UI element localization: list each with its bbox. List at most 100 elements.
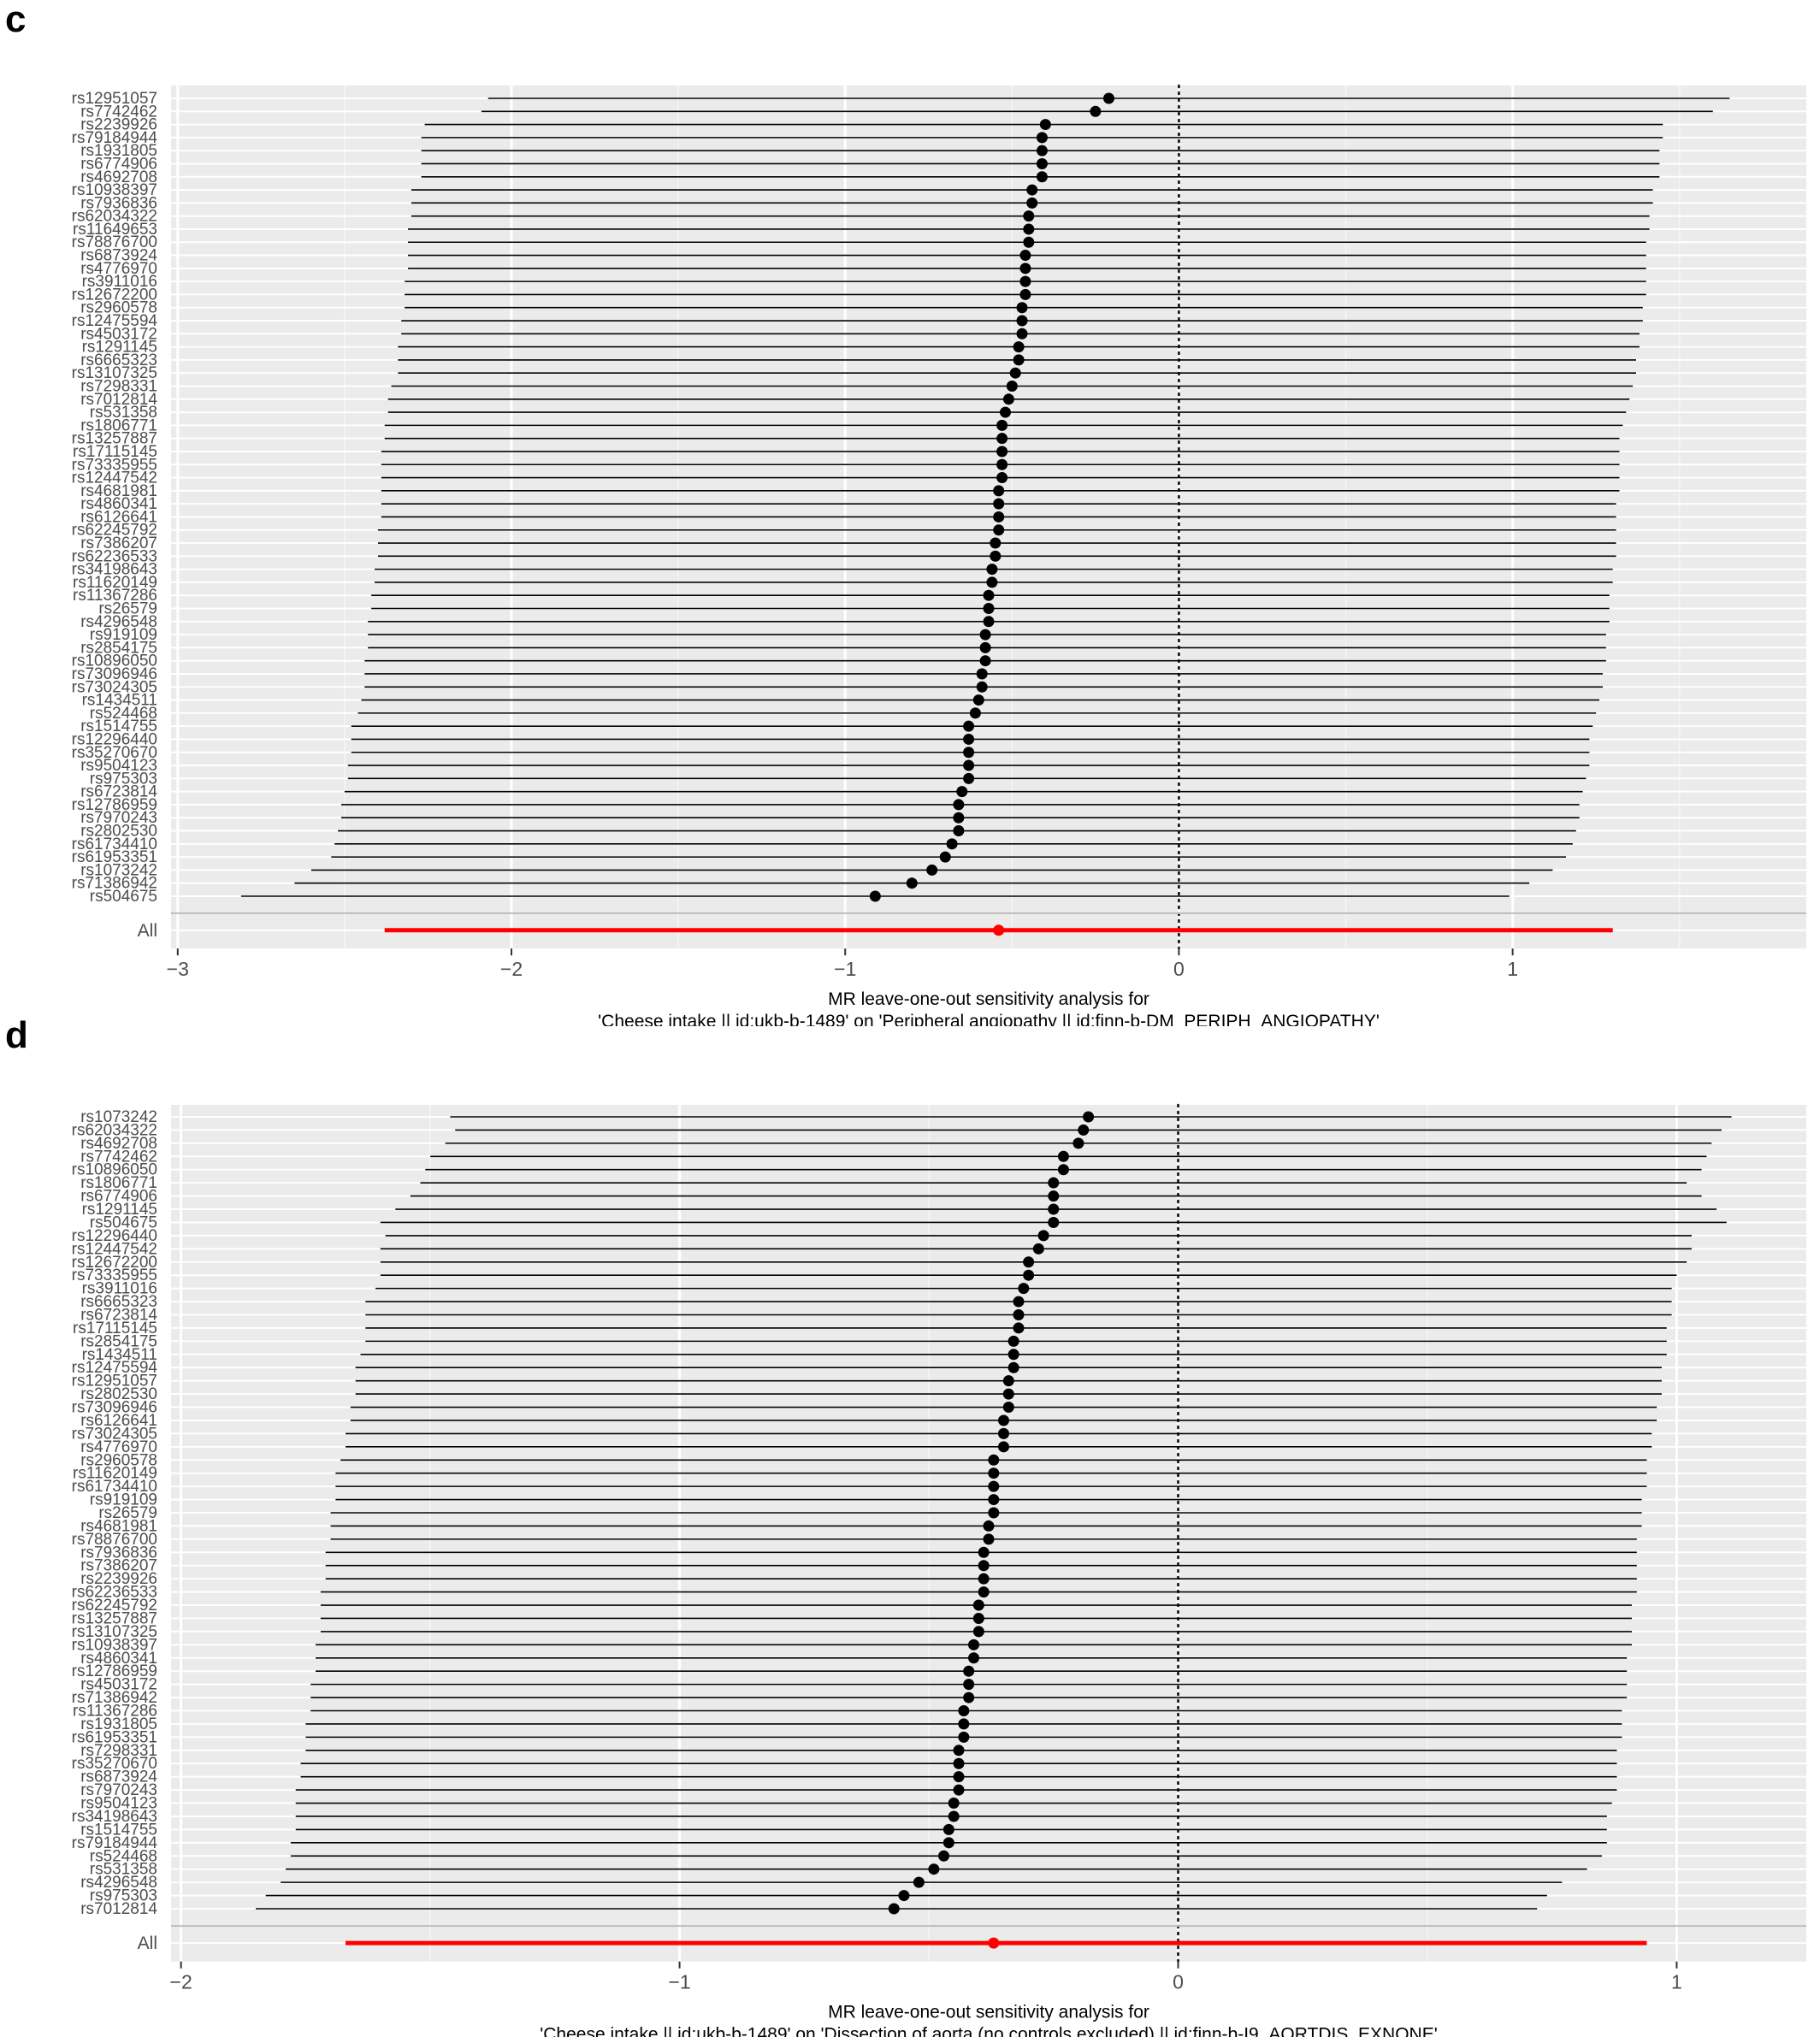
snp-label: rs3911016: [82, 1280, 157, 1298]
x-tick-label: 0: [1173, 958, 1185, 980]
estimate-point: [996, 419, 1008, 431]
x-tick-label: 1: [1507, 958, 1518, 980]
snp-label: rs61953351: [72, 848, 157, 866]
snp-label: rs61953351: [72, 1728, 157, 1746]
estimate-point: [1013, 1296, 1025, 1308]
forest-plot-c: rs12951057rs7742462rs2239926rs79184944rs…: [72, 84, 1806, 1026]
snp-label: rs79184944: [72, 1834, 158, 1852]
estimate-point: [993, 485, 1005, 497]
snp-label: rs7298331: [80, 1742, 157, 1760]
snp-label: rs6665323: [80, 1293, 157, 1311]
overall-estimate-point: [988, 1937, 1000, 1949]
estimate-point: [963, 747, 975, 759]
snp-label: rs11620149: [73, 1465, 157, 1483]
estimate-point: [993, 511, 1005, 523]
estimate-point: [1036, 145, 1048, 156]
snp-label: rs12672200: [72, 286, 157, 304]
snp-label: rs1931805: [80, 1715, 157, 1733]
snp-label: rs10896050: [72, 1161, 157, 1179]
snp-label: rs6723814: [80, 1307, 157, 1325]
snp-label: rs6126641: [80, 508, 157, 526]
snp-label: rs12786959: [72, 796, 157, 814]
estimate-point: [1026, 197, 1038, 209]
snp-label: rs2960578: [80, 1451, 157, 1469]
estimate-point: [1102, 92, 1114, 104]
overall-label: All: [138, 921, 157, 941]
estimate-point: [997, 1414, 1009, 1426]
snp-label: rs4860341: [80, 495, 157, 513]
estimate-point: [953, 1771, 965, 1783]
snp-label: rs2239926: [80, 116, 157, 134]
snp-label: rs6873924: [80, 247, 157, 265]
x-tick-label: −2: [500, 958, 523, 980]
estimate-point: [898, 1890, 910, 1902]
estimate-point: [968, 1638, 980, 1650]
snp-label: rs1291145: [82, 339, 157, 357]
estimate-point: [983, 1533, 995, 1545]
estimate-point: [1072, 1137, 1084, 1149]
estimate-point: [972, 1599, 984, 1611]
estimate-point: [1037, 1230, 1049, 1242]
snp-label: rs9504123: [80, 757, 157, 775]
estimate-point: [1036, 132, 1048, 144]
estimate-point: [1002, 1388, 1014, 1400]
snp-label: rs12786959: [72, 1662, 157, 1680]
estimate-point: [997, 1427, 1009, 1439]
snp-label: rs11367286: [73, 587, 157, 605]
estimate-point: [972, 1612, 984, 1624]
estimate-point: [988, 1467, 1000, 1479]
estimate-point: [953, 812, 965, 824]
snp-label: rs531358: [90, 404, 157, 422]
estimate-point: [986, 564, 998, 576]
snp-label: rs6774906: [80, 1188, 157, 1206]
estimate-point: [988, 1507, 1000, 1519]
estimate-point: [976, 681, 988, 693]
estimate-point: [1078, 1124, 1090, 1136]
snp-label: rs79184944: [72, 129, 158, 147]
estimate-point: [990, 550, 1002, 562]
estimate-point: [983, 603, 995, 615]
snp-label: rs12447542: [72, 1240, 157, 1258]
snp-label: rs61734410: [72, 835, 157, 853]
estimate-point: [988, 1480, 1000, 1492]
estimate-point: [1013, 354, 1025, 366]
estimate-point: [1002, 1375, 1014, 1387]
estimate-point: [1048, 1203, 1060, 1215]
snp-label: rs62236533: [72, 547, 157, 565]
estimate-point: [1036, 171, 1048, 183]
snp-label: rs62034322: [72, 208, 157, 226]
snp-label: rs10896050: [72, 652, 157, 670]
overall-estimate-point: [993, 924, 1005, 936]
estimate-point: [988, 1454, 1000, 1466]
x-tick-label: −3: [167, 958, 189, 980]
estimate-point: [1048, 1190, 1060, 1202]
estimate-point: [1048, 1216, 1060, 1228]
estimate-point: [1013, 1309, 1025, 1320]
x-axis-title-line2: 'Cheese intake || id:ukb-b-1489' on 'Per…: [598, 1012, 1380, 1026]
estimate-point: [1002, 393, 1014, 405]
estimate-point: [888, 1903, 900, 1915]
estimate-point: [1019, 263, 1031, 275]
snp-label: rs26579: [98, 1504, 157, 1522]
snp-label: rs6723814: [80, 783, 157, 801]
estimate-point: [1008, 1361, 1019, 1373]
snp-label: rs2802530: [80, 823, 157, 841]
estimate-point: [953, 799, 965, 811]
snp-label: rs62245792: [72, 522, 157, 540]
snp-label: rs1806771: [80, 416, 157, 434]
snp-label: rs6126641: [80, 1412, 157, 1430]
estimate-point: [1083, 1111, 1095, 1123]
estimate-point: [953, 1784, 965, 1796]
snp-label: rs12951057: [72, 1373, 157, 1390]
estimate-point: [926, 864, 938, 876]
snp-label: rs10938397: [72, 1636, 157, 1654]
snp-label: rs7936836: [80, 194, 157, 212]
snp-label: rs531358: [90, 1861, 157, 1879]
snp-label: rs6774906: [80, 155, 157, 173]
snp-label: rs7742462: [80, 103, 157, 121]
estimate-point: [948, 1798, 960, 1810]
snp-label: rs1073242: [80, 1108, 157, 1126]
estimate-point: [986, 576, 998, 588]
estimate-point: [978, 1573, 990, 1585]
estimate-point: [1008, 1349, 1019, 1361]
